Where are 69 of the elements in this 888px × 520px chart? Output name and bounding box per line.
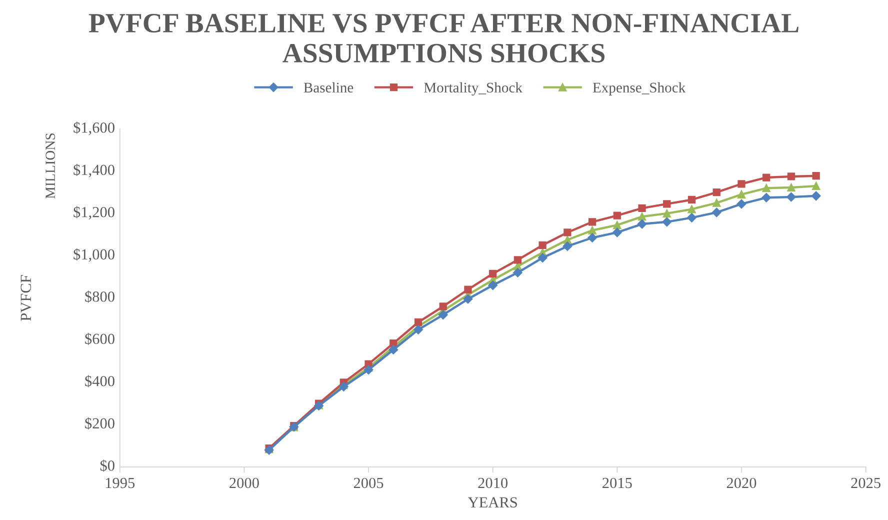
point (662, 217, 672, 227)
point (688, 205, 696, 214)
point (612, 228, 622, 238)
point (488, 280, 498, 290)
y-tick-label: $200 (85, 417, 114, 430)
point (811, 191, 821, 201)
point (812, 172, 820, 180)
legend-label: Expense_Shock (592, 82, 686, 96)
point (364, 365, 374, 374)
point (787, 172, 796, 180)
point (613, 212, 621, 220)
y-tick-label: $1,000 (74, 248, 114, 262)
point (687, 213, 696, 222)
x-tick-label: 2020 (726, 478, 756, 488)
x-axis-title: YEARS (468, 497, 517, 508)
point (538, 241, 546, 249)
point (562, 242, 572, 251)
point (514, 256, 522, 264)
point (638, 204, 646, 212)
point (489, 270, 497, 278)
x-tick-label: 2010 (478, 478, 508, 488)
point (762, 184, 770, 192)
point (564, 228, 572, 236)
x-tick-label: 2000 (230, 478, 259, 488)
point (662, 209, 671, 218)
point (439, 302, 447, 310)
point (464, 286, 472, 294)
point (712, 188, 720, 196)
point (812, 182, 820, 190)
point (414, 318, 422, 326)
point (762, 174, 770, 182)
point (712, 208, 722, 218)
chart-title: PVFCF BASELINE VS PVFCF AFTER NON-FINANCIAL ASSUMPTIONS SHOCKS (88, 14, 798, 63)
x-tick-label: 2015 (602, 478, 632, 488)
point (388, 345, 398, 354)
point (438, 310, 448, 320)
point (588, 226, 596, 234)
y-tick-label: $1,400 (74, 164, 114, 178)
text: MILLIONS (46, 133, 55, 199)
point (786, 192, 796, 202)
point (737, 190, 746, 198)
point (787, 183, 796, 192)
x-tick-label: 2005 (354, 478, 384, 488)
point (463, 294, 473, 304)
point (762, 192, 771, 202)
point (538, 253, 548, 262)
point (513, 268, 522, 278)
point (613, 221, 622, 230)
point (637, 219, 647, 229)
legend-label: Mortality_Shock (424, 82, 522, 96)
y-tick-label: $1,600 (74, 122, 114, 135)
point (588, 233, 597, 242)
legend-label: Baseline (304, 82, 354, 93)
point (738, 180, 746, 188)
point (688, 196, 696, 204)
y-tick-label: $600 (85, 332, 114, 346)
point (638, 212, 646, 221)
point (736, 199, 746, 209)
x-tick-label: 1995 (106, 478, 135, 488)
y-tick-label: $1,200 (74, 206, 114, 220)
y-tick-label: $0 (100, 460, 114, 472)
y-tick-label: $400 (85, 375, 114, 388)
y-axis-title: PVFCF (20, 275, 32, 321)
point (663, 200, 671, 208)
point (712, 198, 721, 207)
point (588, 218, 596, 226)
x-tick-label: 2025 (851, 478, 880, 488)
point (414, 325, 423, 334)
y-tick-label: $800 (85, 290, 114, 303)
